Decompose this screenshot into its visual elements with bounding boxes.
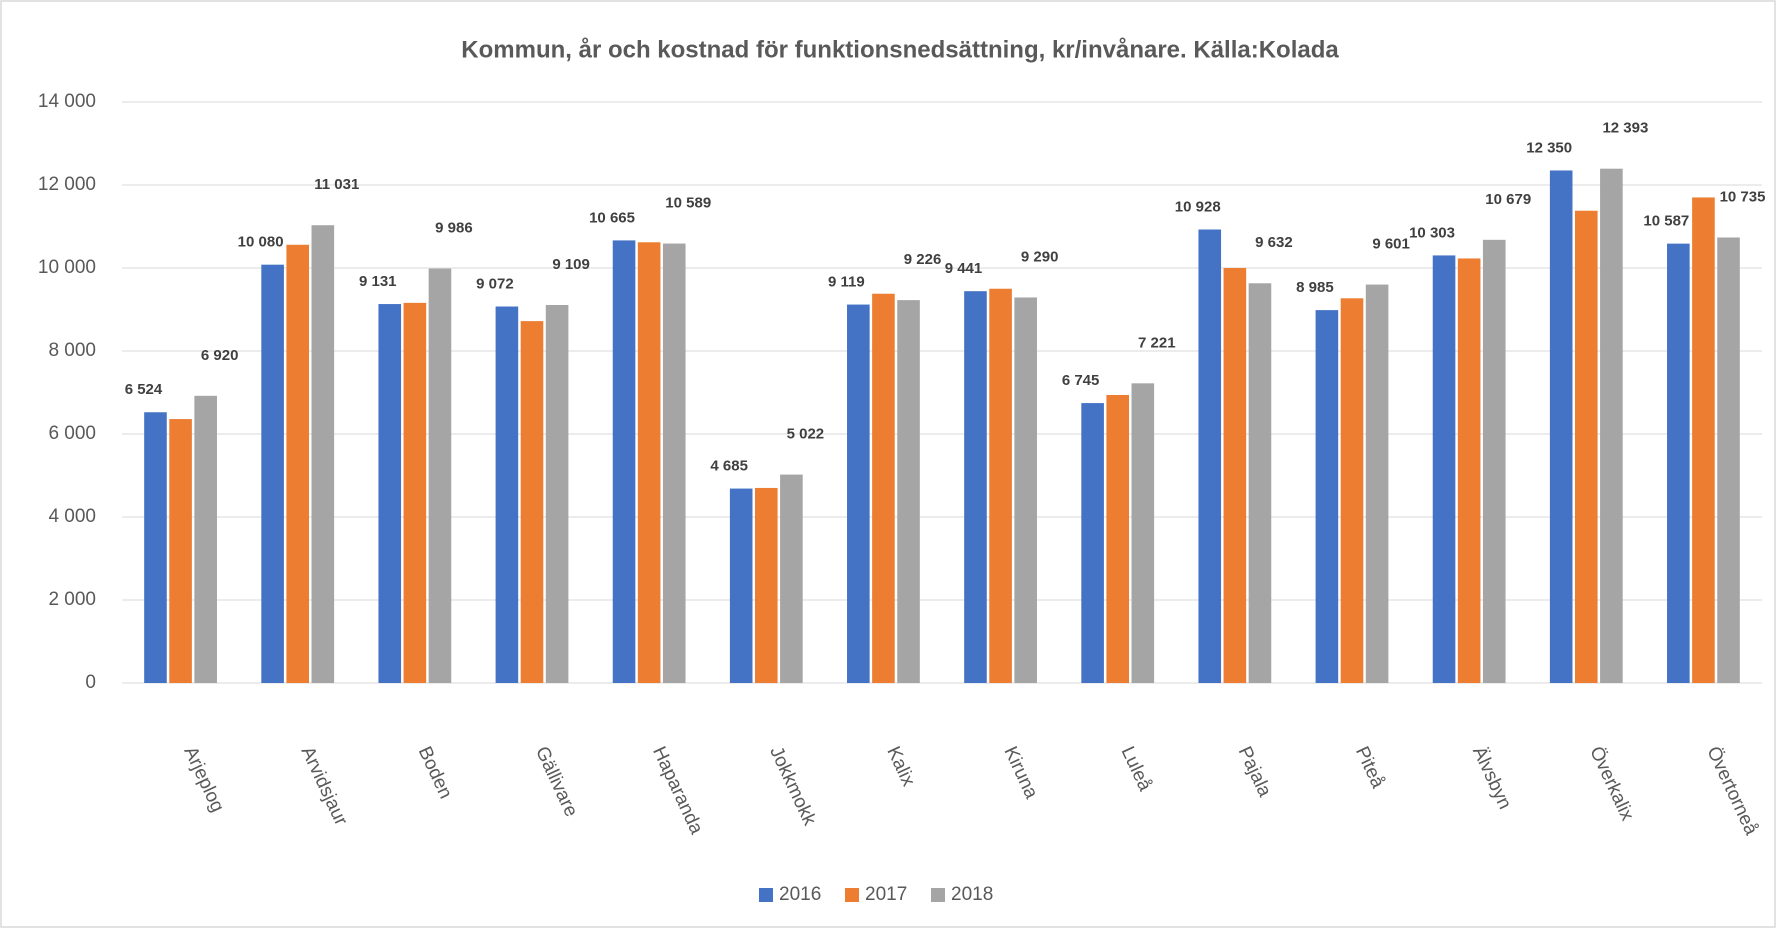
value-label: 10 303 xyxy=(1409,224,1455,241)
bar xyxy=(144,412,167,683)
legend-label: 2017 xyxy=(865,884,907,905)
bar xyxy=(378,304,402,683)
value-label: 9 290 xyxy=(1021,248,1059,265)
bar xyxy=(1457,258,1481,683)
bar xyxy=(261,264,284,683)
value-label: 10 928 xyxy=(1175,198,1221,215)
value-label: 12 393 xyxy=(1602,120,1648,137)
value-label: 4 685 xyxy=(710,458,748,475)
bar xyxy=(989,288,1012,683)
bar xyxy=(1131,383,1155,683)
bar xyxy=(847,304,870,683)
y-tick-label: 6 000 xyxy=(48,423,96,444)
legend-label: 2018 xyxy=(951,884,993,905)
value-label: 11 031 xyxy=(314,176,359,193)
y-tick-label: 14 000 xyxy=(38,91,96,112)
bar xyxy=(964,291,987,683)
y-tick-label: 4 000 xyxy=(48,506,96,527)
value-label: 9 109 xyxy=(552,256,590,273)
bar xyxy=(1340,298,1364,683)
bar xyxy=(169,419,192,683)
bar xyxy=(286,244,310,683)
y-tick-label: 0 xyxy=(85,672,96,693)
value-label: 8 985 xyxy=(1296,279,1334,296)
value-label: 10 587 xyxy=(1643,213,1689,230)
legend-swatch xyxy=(845,888,859,902)
bar xyxy=(1198,229,1222,683)
value-label: 10 080 xyxy=(238,234,284,251)
bar xyxy=(194,395,217,683)
bar xyxy=(1223,268,1247,683)
bar xyxy=(403,302,427,683)
value-label: 9 601 xyxy=(1372,236,1410,253)
bar xyxy=(520,321,544,683)
bar xyxy=(1667,243,1690,683)
value-label: 10 589 xyxy=(665,195,711,212)
value-label: 9 131 xyxy=(359,273,397,290)
bar xyxy=(311,225,335,683)
value-label: 7 221 xyxy=(1138,334,1176,351)
bar xyxy=(1692,197,1715,683)
value-label: 6 920 xyxy=(201,347,239,364)
bar xyxy=(1248,283,1272,683)
bar xyxy=(1315,310,1339,683)
y-tick-label: 10 000 xyxy=(38,257,96,278)
value-label: 6 524 xyxy=(125,381,163,398)
value-label: 10 665 xyxy=(589,209,635,226)
legend-swatch xyxy=(931,888,945,902)
bar xyxy=(1600,168,1623,684)
value-label: 9 072 xyxy=(476,275,514,292)
bar xyxy=(872,293,895,683)
bar xyxy=(612,240,636,683)
bar xyxy=(428,268,452,683)
bar xyxy=(897,300,920,683)
bar xyxy=(729,488,753,683)
bar xyxy=(754,487,778,683)
bar xyxy=(1081,403,1104,683)
bar xyxy=(1574,210,1598,684)
y-tick-label: 2 000 xyxy=(48,589,96,610)
bar xyxy=(780,474,803,683)
y-tick-label: 8 000 xyxy=(48,340,96,361)
value-label: 6 745 xyxy=(1062,372,1100,389)
bar xyxy=(662,243,686,683)
value-label: 10 735 xyxy=(1720,188,1766,205)
value-label: 9 226 xyxy=(904,251,942,268)
legend-swatch xyxy=(759,888,773,902)
bar xyxy=(1365,284,1389,683)
bar xyxy=(1717,237,1740,683)
bar xyxy=(1549,170,1573,684)
bar xyxy=(1432,255,1456,683)
bar xyxy=(1014,297,1037,683)
value-label: 5 022 xyxy=(787,426,825,443)
value-label: 9 986 xyxy=(435,220,473,237)
bar xyxy=(1106,394,1130,683)
bar xyxy=(545,304,569,683)
value-label: 9 632 xyxy=(1255,234,1293,251)
chart-title: Kommun, år och kostnad för funktionsneds… xyxy=(461,36,1339,63)
bar xyxy=(637,242,661,683)
legend-label: 2016 xyxy=(779,884,821,905)
value-label: 9 441 xyxy=(945,260,983,277)
value-label: 10 679 xyxy=(1485,191,1531,208)
value-label: 9 119 xyxy=(828,274,865,291)
bar xyxy=(1482,239,1506,683)
bar xyxy=(495,306,519,683)
value-label: 12 350 xyxy=(1526,139,1572,156)
y-tick-label: 12 000 xyxy=(38,174,96,195)
